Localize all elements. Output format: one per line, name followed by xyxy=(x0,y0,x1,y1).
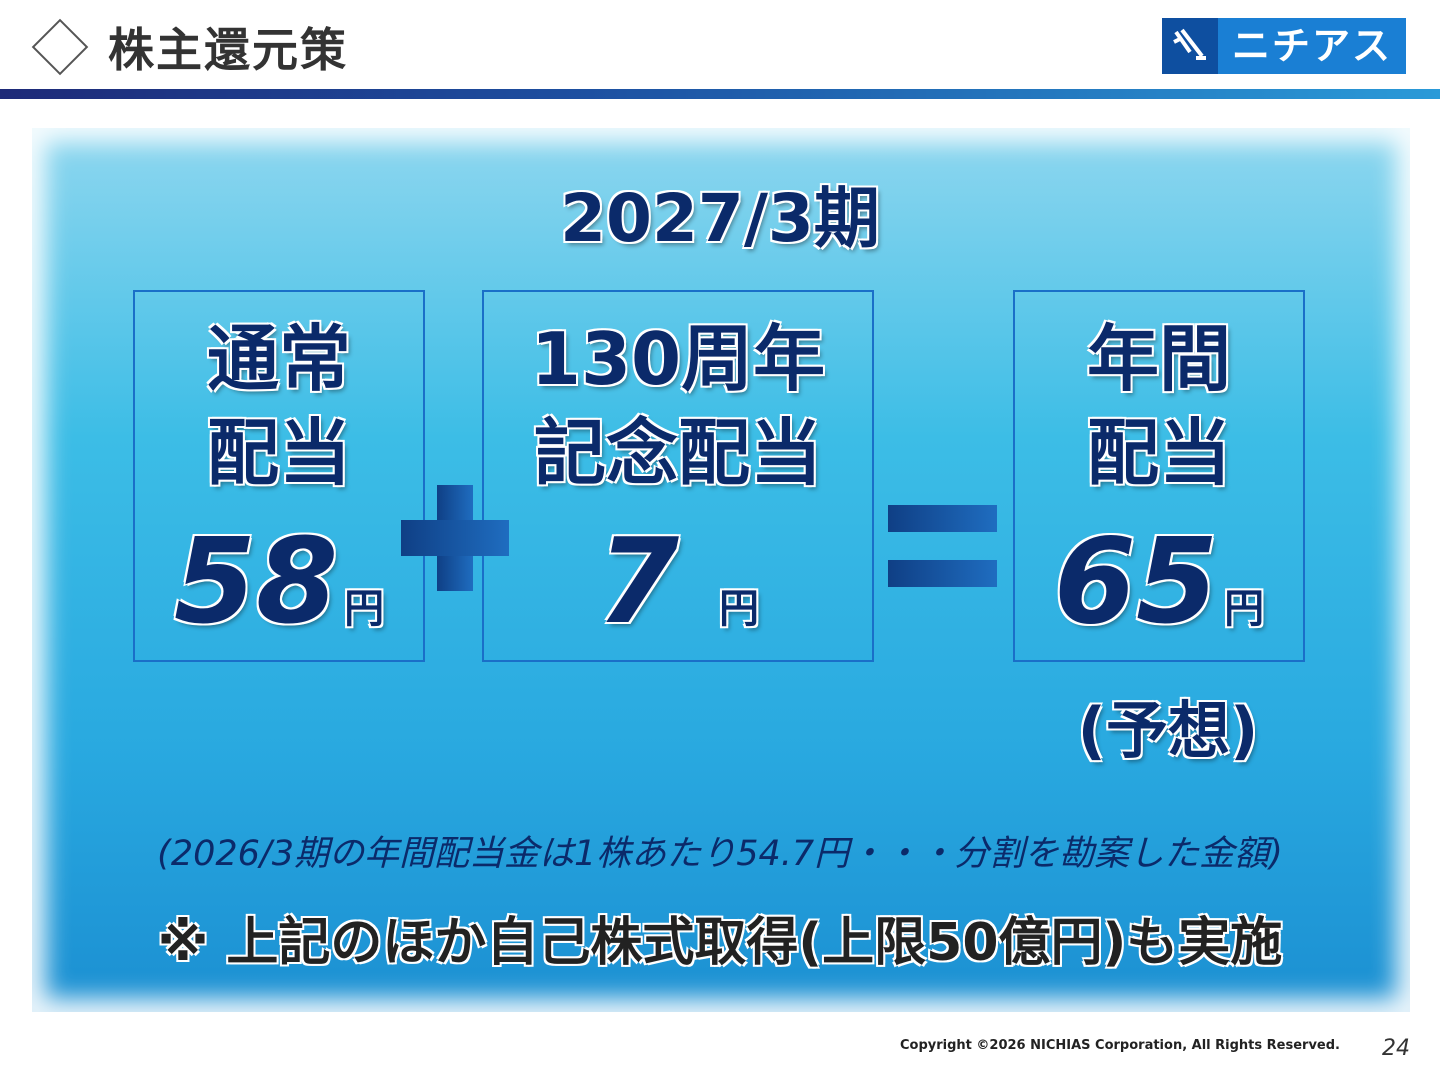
unit: 円 xyxy=(719,586,760,632)
unit: 円 xyxy=(1224,586,1265,632)
dividend-box: 年間 配当 65 円 xyxy=(1013,290,1305,662)
period: 2027/3期 xyxy=(560,180,880,257)
equals-sign xyxy=(888,560,997,587)
title-icon xyxy=(31,18,89,76)
note: (2026/3期の年間配当金は1株あたり54.7円・・・分割を勘案した金額) xyxy=(157,834,1283,874)
copyright: Copyright ©2026 NICHIAS Corporation, All… xyxy=(899,1038,1340,1053)
slide-title: 株主還元策 xyxy=(108,23,348,77)
plus-sign xyxy=(401,520,509,556)
equals-sign xyxy=(888,505,997,532)
dividend-box: 通常 配当 58 円 xyxy=(133,290,425,662)
forecast: (予想) xyxy=(1077,694,1259,767)
box-label: 通常 xyxy=(206,317,351,401)
logo-mark xyxy=(1162,18,1218,74)
box-label: 配当 xyxy=(206,411,351,495)
logo: ニチアス xyxy=(1162,18,1406,74)
panel xyxy=(32,128,1410,1012)
unit: 円 xyxy=(344,586,385,632)
amount: 58 xyxy=(173,512,339,650)
buyback: ※ 上記のほか自己株式取得(上限50億円)も実施 xyxy=(157,913,1283,973)
box-label: 年間 xyxy=(1086,317,1231,401)
header-rule xyxy=(0,89,1440,99)
box-label: 記念配当 xyxy=(533,411,822,495)
amount: 65 xyxy=(1053,512,1219,650)
box-label: 130周年 xyxy=(530,317,826,401)
logo-icon xyxy=(1173,28,1206,60)
amount: 7 xyxy=(596,512,680,650)
logo-text: ニチアス xyxy=(1231,24,1392,68)
box-label: 配当 xyxy=(1086,411,1231,495)
page-number: 24 xyxy=(1382,1036,1410,1061)
